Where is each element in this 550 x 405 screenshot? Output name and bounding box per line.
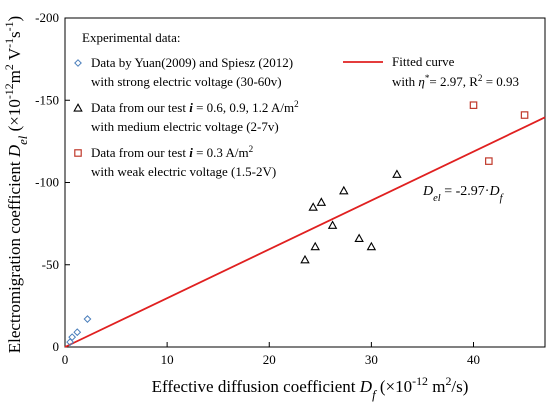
data-points [66, 101, 529, 346]
triangle-point [316, 197, 327, 206]
triangle-point [310, 241, 320, 251]
legend: Experimental data: Data by Yuan(2009) and… [73, 30, 519, 179]
x-tick-label: 0 [62, 352, 69, 367]
square-point [485, 157, 493, 165]
fit-equation-annotation: Del = -2.97·Df [422, 184, 505, 204]
legend-label-line2: with medium electric voltage (2-7v) [91, 119, 279, 134]
triangle-point [339, 185, 349, 195]
legend-label: Data by Yuan(2009) and Spiesz (2012) [91, 55, 293, 70]
legend-label: Data from our test i = 0.3 A/m2 [91, 144, 254, 160]
diamond-point [73, 328, 82, 337]
x-tick-label: 30 [365, 352, 378, 367]
legend-diamond-marker [74, 59, 82, 67]
triangle-point [354, 233, 364, 243]
legend-label-line2: with strong electric voltage (30-60v) [91, 74, 282, 89]
y-axis-title: Electromigration coefficient Del (×10-12… [2, 16, 30, 353]
fit-equation: Del = -2.97·Df [422, 184, 505, 204]
y-tick-label: -50 [42, 257, 59, 272]
fitted-curve [64, 116, 546, 348]
y-tick-label: -100 [35, 175, 59, 190]
legend-label-line2: with η*= 2.97, R2 = 0.93 [392, 73, 519, 89]
triangle-point [300, 254, 310, 264]
y-tick-label: -200 [35, 10, 59, 25]
triangle-point [392, 169, 402, 178]
x-tick-label: 10 [161, 352, 174, 367]
legend-label: Data from our test i = 0.6, 0.9, 1.2 A/m… [91, 99, 299, 115]
legend-triangle-marker [73, 103, 83, 112]
triangle-point [327, 220, 338, 229]
legend-title: Experimental data: [82, 30, 181, 45]
square-point [520, 111, 529, 119]
y-tick-label: -150 [35, 92, 59, 107]
diamond-point [83, 315, 92, 323]
x-axis-title: Effective diffusion coefficient Df (×10-… [152, 374, 469, 402]
x-tick-label: 20 [263, 352, 276, 367]
axis-titles: Effective diffusion coefficient Df (×10-… [2, 16, 468, 402]
fitted-line [64, 116, 546, 348]
y-tick-label: 0 [53, 339, 60, 354]
legend-square-marker [74, 149, 82, 157]
legend-label: Fitted curve [392, 54, 455, 69]
legend-label-line2: with weak electric voltage (1.5-2V) [91, 164, 276, 179]
triangle-point [308, 202, 318, 211]
diamond-point [66, 338, 75, 346]
axis-ticks: 0 10 20 30 40 0 -50 -100 -150 -200 [35, 10, 480, 367]
diamond-point [68, 333, 77, 342]
x-tick-label: 40 [467, 352, 480, 367]
square-point [469, 101, 478, 109]
triangle-point [366, 241, 377, 251]
